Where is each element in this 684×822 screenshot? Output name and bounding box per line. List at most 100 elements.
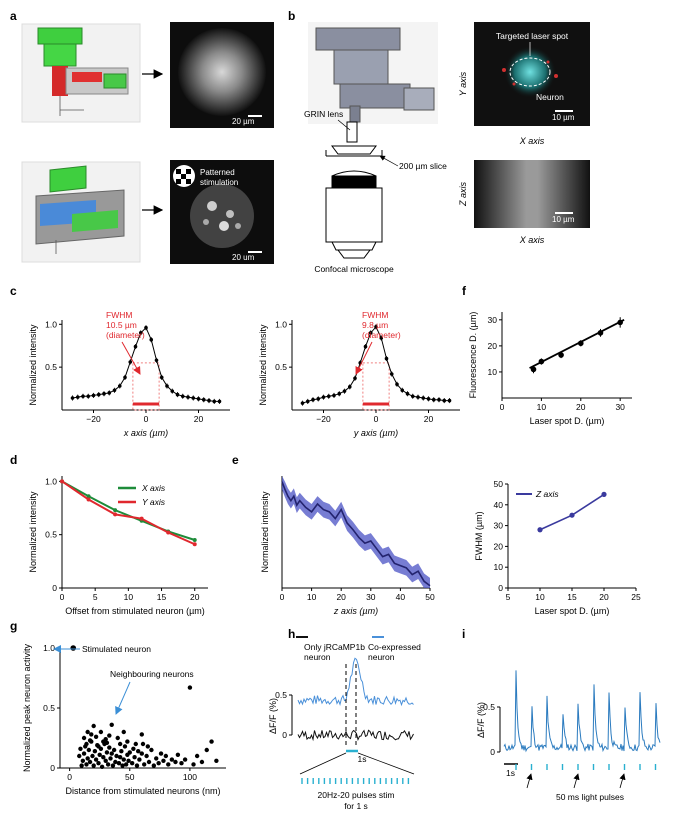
neighbour-point bbox=[158, 751, 164, 756]
data-point bbox=[442, 398, 447, 403]
neighbour-point bbox=[137, 757, 142, 762]
neighbour-point bbox=[161, 758, 166, 763]
grin-pointer bbox=[337, 119, 351, 131]
data-point bbox=[102, 391, 106, 396]
data-point bbox=[133, 344, 138, 349]
data-point bbox=[353, 376, 357, 381]
neighbour-point bbox=[87, 759, 93, 765]
fwhm-region bbox=[132, 362, 160, 411]
data-point bbox=[91, 393, 96, 398]
data-point bbox=[138, 331, 143, 335]
data-point bbox=[395, 382, 399, 387]
x-tick-label: 50 bbox=[425, 592, 435, 602]
slice-pointer bbox=[379, 155, 399, 167]
legend-label: Y axis bbox=[142, 497, 166, 507]
panel-letter-f: f bbox=[462, 284, 467, 298]
neighbour-point bbox=[121, 757, 126, 762]
micrograph-top: 20 µm bbox=[170, 22, 274, 128]
data-point bbox=[530, 366, 537, 373]
neighbour-point bbox=[113, 759, 118, 765]
data-point bbox=[60, 479, 64, 484]
data-point bbox=[342, 389, 347, 393]
chart-h: 0 0.5ΔF/F (%) bbox=[268, 657, 415, 784]
neighbour-point bbox=[204, 747, 209, 753]
y-tick-label: 20 bbox=[494, 541, 504, 551]
neighbour-point bbox=[108, 756, 113, 761]
data-point bbox=[405, 391, 410, 396]
fit-line bbox=[529, 319, 625, 369]
y-tick-label: 0.5 bbox=[45, 530, 57, 540]
neighbour-point bbox=[129, 761, 135, 766]
x-tick-label: 15 bbox=[567, 592, 577, 602]
neuron-label: Neuron bbox=[536, 92, 564, 102]
x-axis-title: Laser spot D. (µm) bbox=[535, 606, 610, 616]
neighbour-point bbox=[121, 729, 126, 735]
series-line bbox=[61, 480, 196, 541]
neighbour-point bbox=[107, 745, 112, 750]
y-tick-label: 0 bbox=[282, 730, 287, 740]
y-tick-label: 10 bbox=[488, 367, 498, 377]
data-point bbox=[400, 388, 405, 393]
x-tick-label: 20 bbox=[424, 414, 434, 424]
neighbour-point bbox=[125, 739, 130, 744]
trace-jrcamp bbox=[297, 729, 414, 742]
y-tick-label: 0.5 bbox=[275, 362, 287, 372]
h-legend-blue-2: neuron bbox=[368, 652, 395, 662]
x-tick-label: 30 bbox=[615, 402, 625, 412]
data-point bbox=[597, 330, 604, 336]
y-tick-label: 0.5 bbox=[275, 690, 287, 700]
data-point bbox=[305, 399, 310, 404]
cad-render-b bbox=[308, 22, 438, 124]
legend-label: X axis bbox=[141, 483, 166, 493]
c1-fwhm-line2: 10.5 µm bbox=[106, 320, 137, 330]
neighbour-point bbox=[119, 749, 124, 754]
neighbour-point bbox=[90, 753, 95, 759]
data-point bbox=[217, 399, 222, 404]
y-tick-label: 1.0 bbox=[275, 319, 287, 329]
x-axis-title: x axis (µm) bbox=[123, 428, 168, 438]
data-point bbox=[538, 358, 545, 365]
y-tick-label: 0 bbox=[50, 763, 55, 773]
data-point bbox=[186, 395, 190, 399]
chart-f2: 5 10 15 20 25 0 10 20 30 40 50 Laser spot D. (µm) FW… bbox=[474, 479, 641, 616]
trace-co-expressed bbox=[503, 670, 661, 753]
g-stimulated-label: Stimulated neuron bbox=[82, 644, 151, 654]
x-tick-label: 0 bbox=[280, 592, 285, 602]
neighbour-point bbox=[120, 763, 125, 768]
c2-fwhm-line1: FWHM bbox=[362, 310, 388, 320]
neighbour-point bbox=[194, 753, 200, 759]
neighbour-point bbox=[135, 749, 141, 754]
y-axis-title: FWHM (µm) bbox=[474, 511, 484, 560]
micrograph-bottom: Patterned stimulation 20 um bbox=[170, 160, 274, 264]
series-line bbox=[539, 493, 605, 531]
panel-letter-e: e bbox=[232, 453, 239, 467]
y-axis-title: Normalized intensity bbox=[28, 324, 38, 406]
neighbour-point bbox=[156, 761, 161, 766]
data-point bbox=[332, 393, 336, 398]
y-tick-label: 40 bbox=[494, 500, 504, 510]
data-point bbox=[201, 397, 206, 402]
neighbour-point bbox=[115, 735, 120, 741]
data-point bbox=[569, 512, 575, 518]
x-tick-label: 20 bbox=[190, 592, 200, 602]
neighbour-point bbox=[84, 741, 89, 747]
data-point bbox=[128, 360, 133, 364]
y-axis-title: Normalized intensity bbox=[260, 491, 270, 573]
neighbour-point bbox=[84, 762, 89, 767]
neighbour-point bbox=[85, 729, 90, 735]
c1-fwhm-arrow bbox=[121, 341, 141, 375]
data-point bbox=[81, 394, 85, 399]
x-axis-title: Distance from stimulated neurons (nm) bbox=[65, 786, 220, 796]
pulse-arrow bbox=[526, 773, 533, 789]
neighbour-point bbox=[214, 758, 219, 763]
neighbour-point bbox=[117, 741, 123, 747]
neighbour-point bbox=[145, 744, 151, 749]
x-tick-label: −20 bbox=[86, 414, 101, 424]
neighbour-point bbox=[179, 761, 184, 766]
neighbour-point bbox=[146, 759, 152, 765]
neighbour-point bbox=[107, 733, 112, 738]
data-point bbox=[421, 396, 426, 400]
neighbour-point bbox=[80, 758, 86, 763]
data-point bbox=[165, 384, 169, 388]
